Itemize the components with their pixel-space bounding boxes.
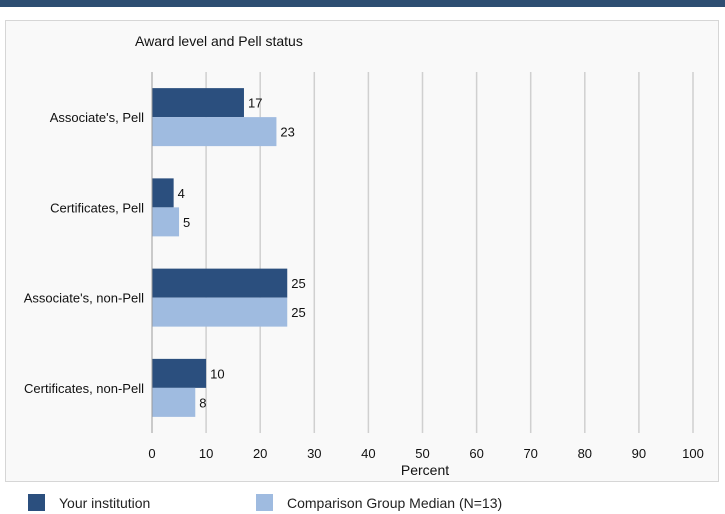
chart-title: Award level and Pell status — [135, 33, 303, 49]
bar-institution — [152, 178, 174, 208]
bar-comparison — [152, 297, 288, 327]
bar-comparison — [152, 207, 180, 237]
category-labels: Associate's, Pell Certificates, Pell Assoc… — [24, 110, 144, 396]
category-label: Certificates, Pell — [50, 200, 144, 215]
data-label: 23 — [280, 125, 294, 140]
x-tick-90: 90 — [632, 446, 646, 461]
x-axis-label: Percent — [401, 462, 449, 478]
data-label: 17 — [248, 96, 262, 111]
legend-label: Your institution — [59, 494, 151, 511]
category-label: Associate's, non-Pell — [24, 291, 144, 306]
data-label: 4 — [178, 186, 185, 201]
category-label: Associate's, Pell — [50, 110, 144, 125]
data-label: 10 — [210, 366, 224, 381]
legend: Your institution Comparison Group Median… — [0, 494, 725, 514]
x-tick-10: 10 — [199, 446, 213, 461]
data-label: 5 — [183, 215, 190, 230]
data-label: 8 — [199, 395, 206, 410]
x-tick-50: 50 — [415, 446, 429, 461]
bars — [152, 88, 288, 417]
legend-item-comparison: Comparison Group Median (N=13) — [256, 494, 502, 511]
data-label: 25 — [291, 276, 305, 291]
bar-institution — [152, 358, 207, 388]
bar-institution — [152, 268, 288, 298]
x-tick-labels: 0 10 20 30 40 50 60 70 80 90 100 — [148, 446, 703, 461]
header-rule — [0, 0, 725, 7]
legend-label: Comparison Group Median (N=13) — [287, 494, 503, 511]
x-tick-20: 20 — [253, 446, 267, 461]
x-tick-40: 40 — [361, 446, 375, 461]
data-label: 25 — [291, 305, 305, 320]
category-label: Certificates, non-Pell — [24, 381, 144, 396]
x-tick-0: 0 — [148, 446, 155, 461]
gridlines — [205, 72, 694, 433]
x-tick-30: 30 — [307, 446, 321, 461]
bar-institution — [152, 88, 244, 118]
bar-chart: Award level and Pell status 17 23 4 5 25 25 10… — [24, 33, 704, 478]
x-tick-60: 60 — [469, 446, 483, 461]
legend-swatch-light — [256, 494, 273, 511]
bar-comparison — [152, 117, 277, 147]
legend-swatch-dark — [28, 494, 45, 511]
x-tick-80: 80 — [578, 446, 592, 461]
legend-item-your-institution: Your institution — [28, 494, 150, 511]
chart-frame — [5, 20, 719, 482]
data-labels: 17 23 4 5 25 25 10 8 — [178, 96, 306, 411]
x-tick-70: 70 — [523, 446, 537, 461]
bar-comparison — [152, 387, 196, 417]
x-tick-100: 100 — [682, 446, 704, 461]
